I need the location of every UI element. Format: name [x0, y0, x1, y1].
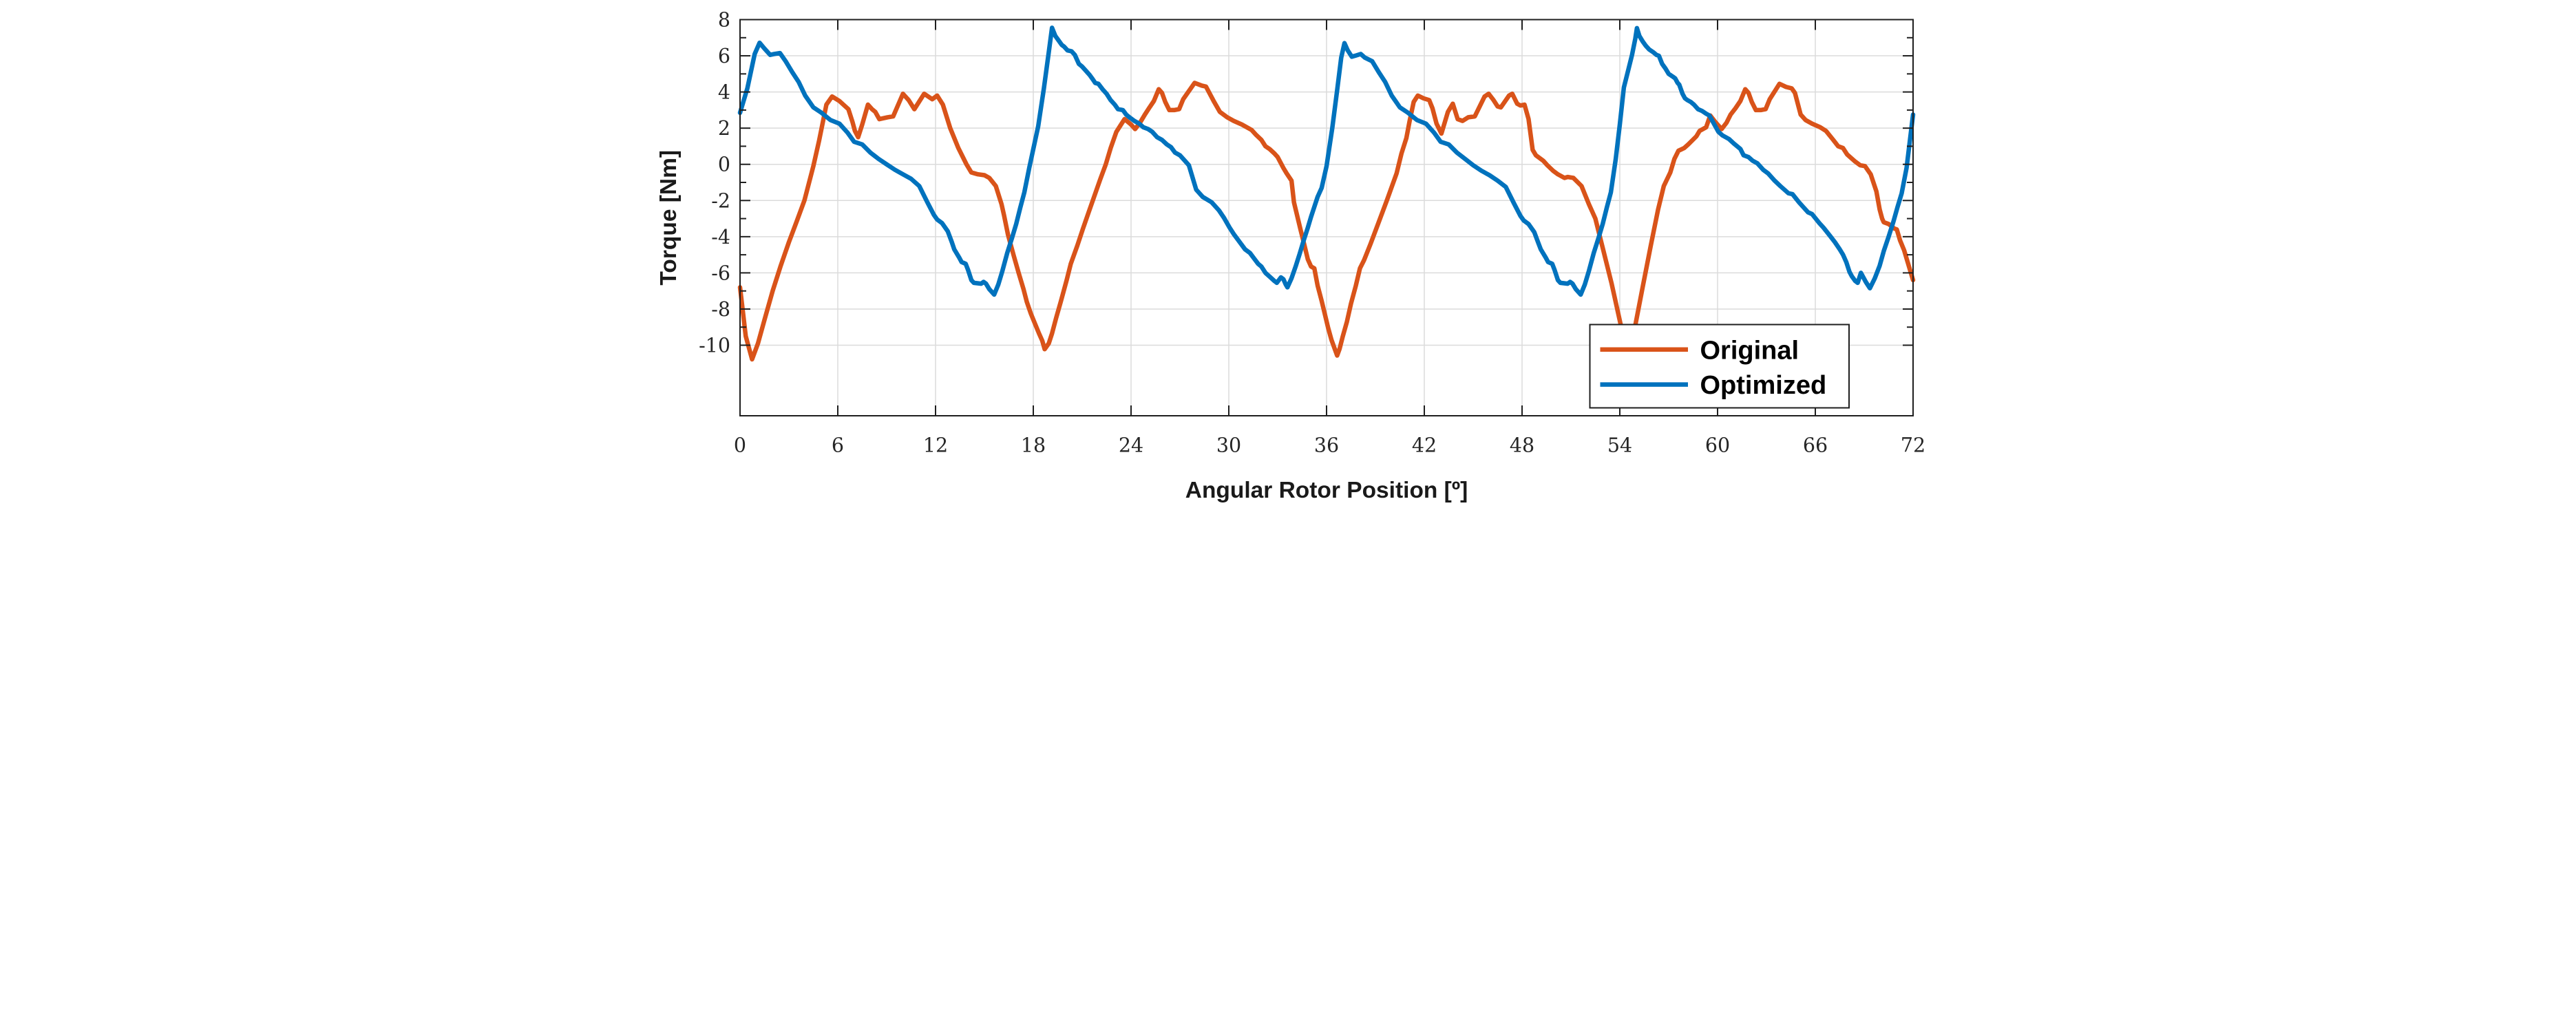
x-tick-label: 66 [1802, 434, 1827, 457]
y-tick-label: 8 [717, 9, 730, 32]
legend-label-original: Original [1700, 336, 1799, 365]
y-tick-label: -2 [711, 189, 730, 212]
figure-container: 0 6 12 18 24 30 36 42 48 54 60 66 72 8 6 4 2 0 -2 -4 -6 -8 -10… [644, 0, 1932, 508]
axes-box [739, 19, 1914, 416]
x-axis-label: Angular Rotor Position [º] [1185, 478, 1467, 503]
x-tick-label: 72 [1900, 434, 1925, 457]
y-axis-label: Torque [Nm] [656, 150, 682, 286]
y-tick-label: -8 [711, 298, 730, 321]
legend-box [1589, 324, 1850, 409]
x-tick-label: 60 [1704, 434, 1729, 457]
x-tick-label: 30 [1216, 434, 1241, 457]
x-tick-label: 24 [1118, 434, 1143, 457]
x-tick-label: 6 [831, 434, 843, 457]
y-tick-label: 0 [717, 154, 730, 176]
y-tick-label: 6 [717, 45, 730, 67]
x-tick-label: 48 [1509, 434, 1534, 457]
x-tick-label: 36 [1313, 434, 1338, 457]
y-tick-label: -4 [711, 226, 730, 248]
original-curve [737, 81, 1915, 362]
y-tick-label: -6 [711, 262, 730, 284]
y-tick-label: 4 [717, 81, 730, 104]
y-tick-label: -10 [699, 335, 730, 357]
y-tick-label: 2 [717, 117, 730, 140]
legend: Original Optimized [1589, 324, 1850, 409]
x-tick-label: 42 [1411, 434, 1436, 457]
optimized-curve [737, 25, 1915, 297]
torque-chart: 0 6 12 18 24 30 36 42 48 54 60 66 7286420-2-4-6-8-10… [644, 0, 1932, 508]
x-tick-label: 54 [1607, 434, 1632, 457]
x-tick-label: 0 [733, 434, 746, 457]
x-tick-label: 18 [1020, 434, 1045, 457]
legend-label-optimized: Optimized [1700, 371, 1826, 400]
x-tick-label: 12 [922, 434, 947, 457]
